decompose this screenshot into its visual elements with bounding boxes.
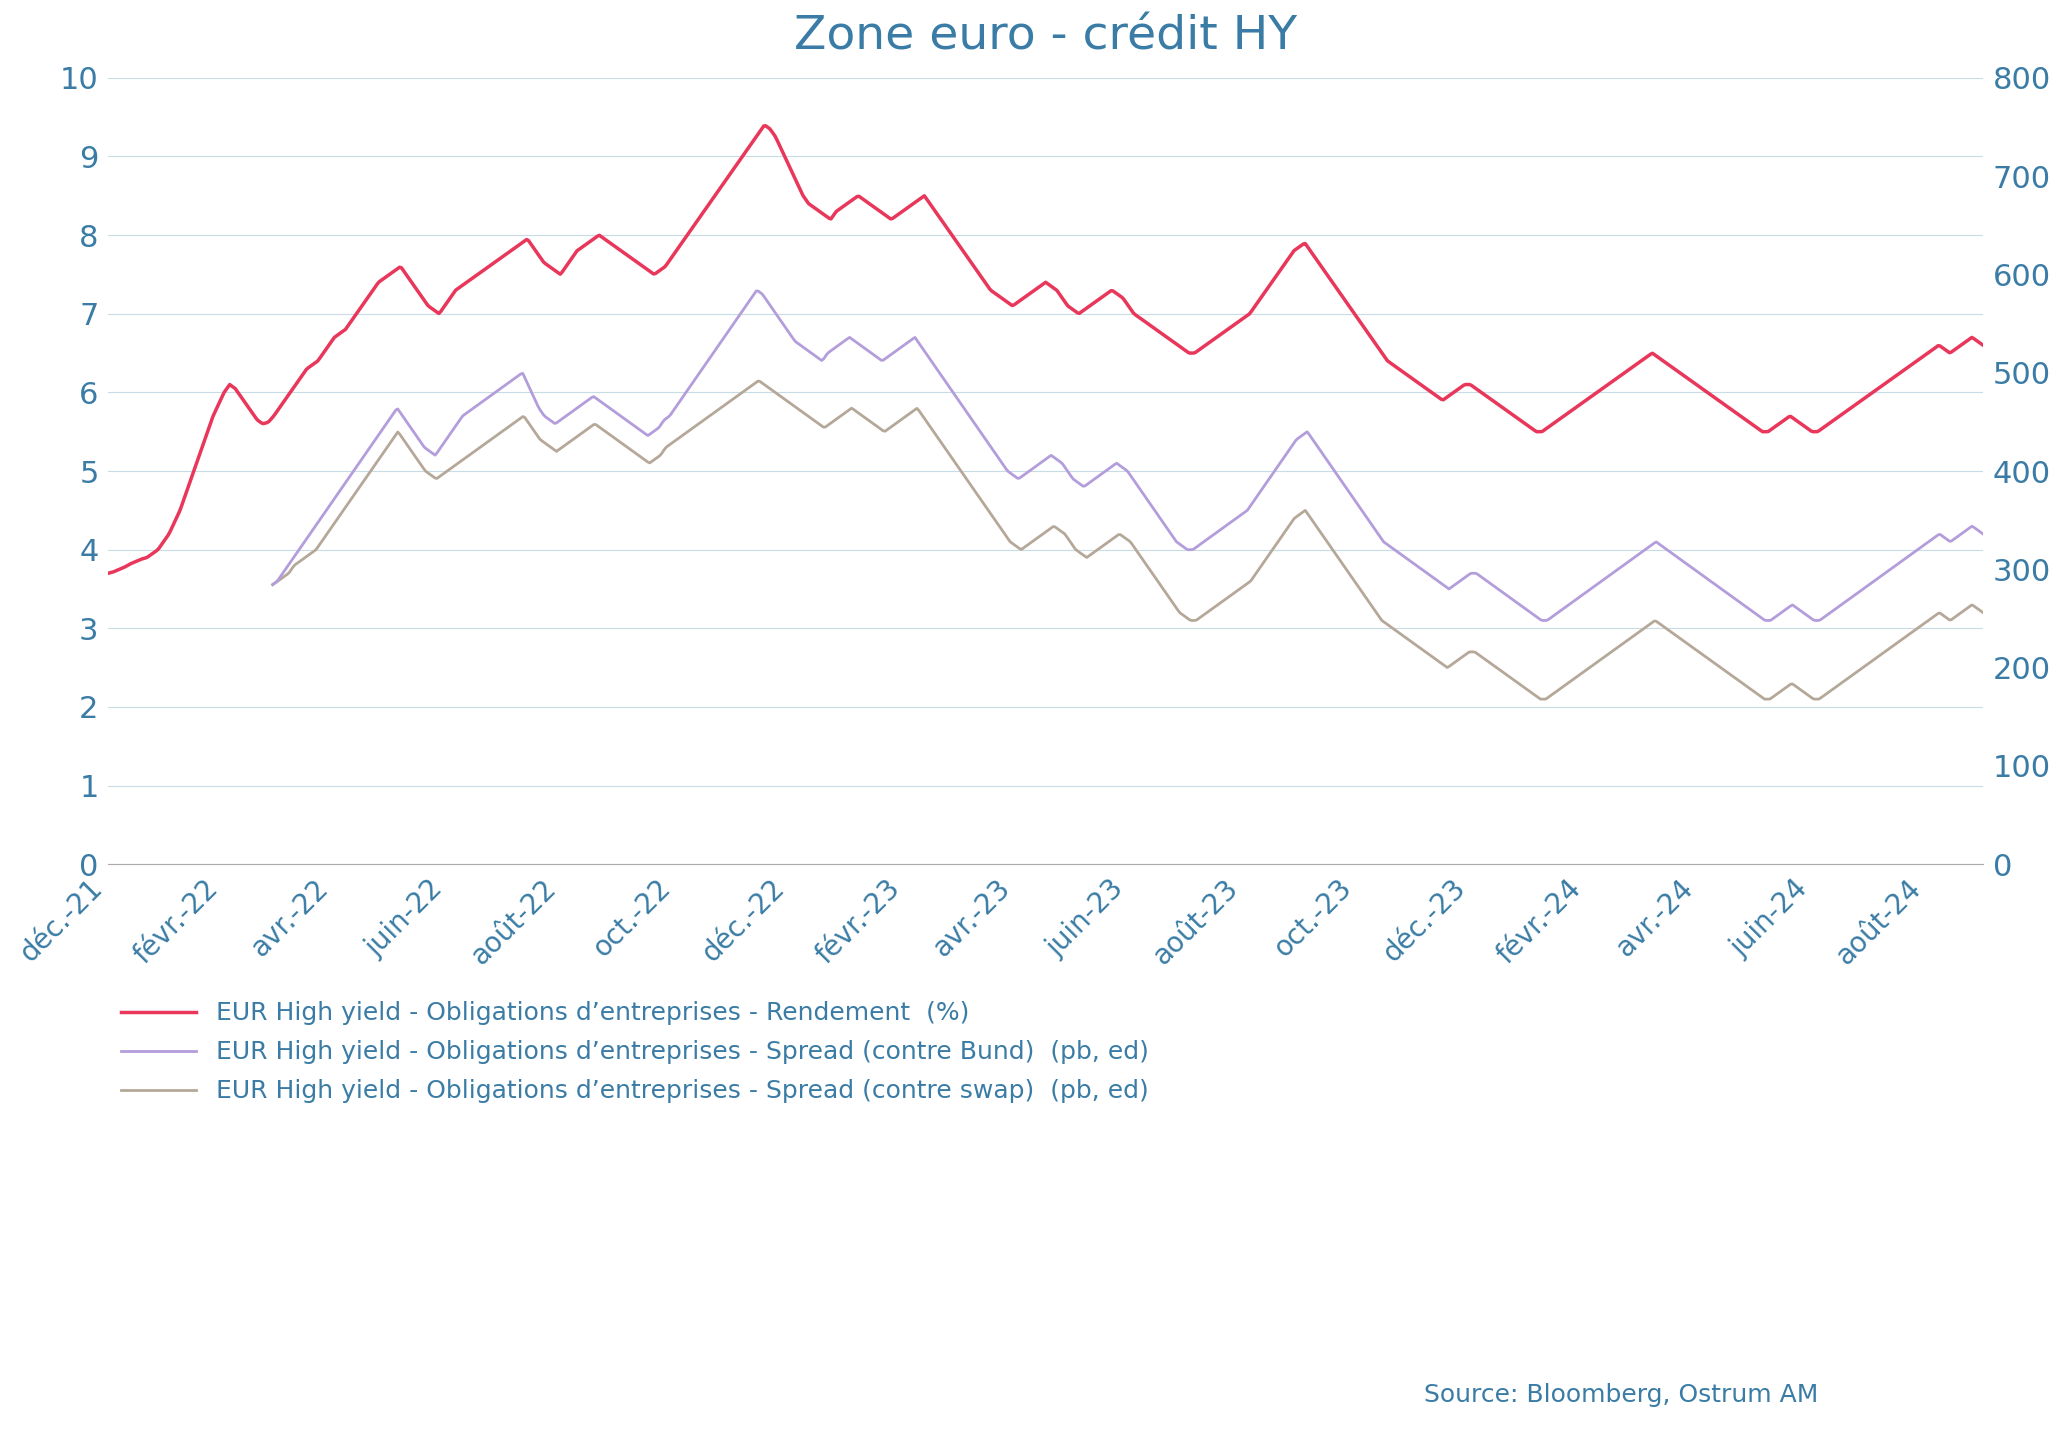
- Text: Source: Bloomberg, Ostrum AM: Source: Bloomberg, Ostrum AM: [1423, 1383, 1818, 1407]
- Legend: EUR High yield - Obligations d’entreprises - Rendement  (%), EUR High yield - Ob: EUR High yield - Obligations d’entrepris…: [120, 1001, 1149, 1103]
- Title: Zone euro - crédit HY: Zone euro - crédit HY: [793, 14, 1297, 60]
